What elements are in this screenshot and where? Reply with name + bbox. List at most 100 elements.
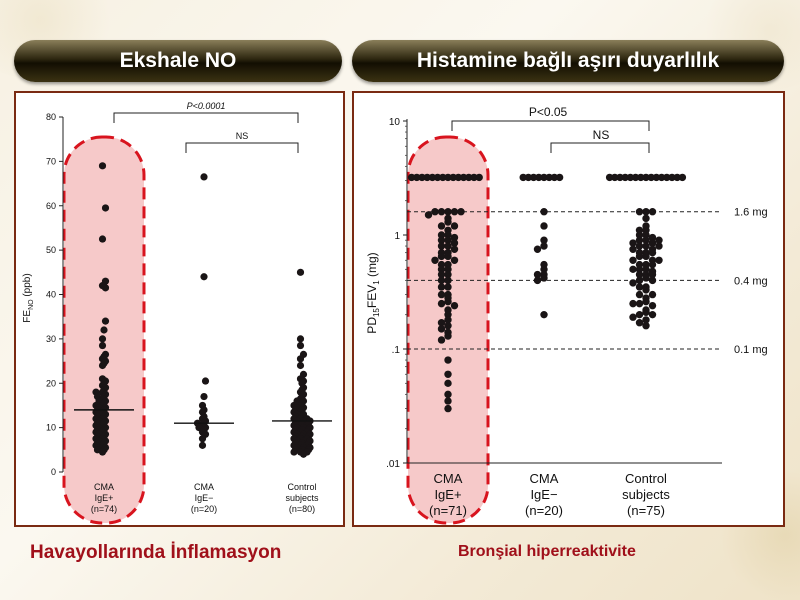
data-point: [437, 319, 446, 327]
data-point: [444, 322, 452, 330]
data-point: [444, 270, 452, 279]
data-point: [626, 173, 635, 182]
data-point: [642, 242, 650, 250]
data-point: [200, 273, 208, 281]
data-point: [437, 336, 446, 344]
data-point: [201, 377, 210, 385]
pd15-chart: 10 1 .1 .01 1.6 mg 0.4 mg 0.1 mg P<0.05 NS PD…: [365, 105, 768, 525]
data-point: [642, 173, 650, 182]
data-point: [98, 448, 107, 456]
group-label: CMA: [194, 482, 214, 492]
data-point: [657, 173, 666, 182]
data-point: [431, 208, 439, 216]
data-point: [635, 319, 644, 327]
data-point: [642, 265, 650, 274]
data-point: [540, 173, 548, 182]
data-point: [101, 317, 110, 325]
data-point: [198, 441, 207, 449]
data-point: [296, 268, 305, 276]
data-point: [101, 284, 110, 292]
data-point: [437, 325, 446, 333]
data-point: [635, 242, 644, 250]
group-label: (n=75): [627, 503, 665, 518]
data-point: [424, 211, 433, 219]
data-point: [621, 173, 629, 182]
data-point: [296, 361, 305, 370]
sig-label-main: P<0.05: [529, 105, 568, 119]
data-point: [413, 173, 421, 182]
data-point: [290, 448, 298, 456]
data-point: [101, 204, 110, 212]
data-point: [431, 256, 439, 264]
data-point: [98, 341, 107, 350]
data-point: [642, 252, 650, 261]
group-label: (n=20): [191, 504, 217, 514]
sig-bracket-ns: [185, 142, 299, 153]
reference-label: 0.1 mg: [734, 344, 768, 356]
data-point: [668, 173, 676, 182]
data-point: [450, 233, 459, 242]
data-point: [540, 310, 548, 319]
data-point: [678, 173, 687, 182]
y-tick-label: 1: [394, 231, 400, 242]
data-point: [450, 256, 459, 264]
data-point: [647, 173, 655, 182]
data-point: [296, 341, 305, 350]
data-point: [437, 222, 446, 230]
data-point: [533, 245, 542, 253]
data-point: [454, 173, 463, 182]
y-tick-label: .1: [392, 345, 401, 356]
data-point: [648, 260, 657, 269]
group-label: CMA: [530, 471, 559, 486]
data-point: [450, 239, 459, 247]
data-point: [533, 276, 542, 285]
data-point: [519, 173, 527, 182]
data-point: [437, 265, 446, 274]
data-point: [642, 274, 650, 282]
data-point: [655, 256, 663, 264]
data-point: [648, 233, 657, 242]
sig-label-main: P<0.0001: [187, 101, 226, 111]
data-point: [459, 173, 468, 182]
data-point: [444, 332, 452, 340]
data-point: [437, 208, 446, 216]
group-label: CMA: [434, 471, 463, 486]
data-point: [648, 310, 657, 319]
y-tick-label: 70: [46, 156, 56, 166]
data-point: [635, 290, 644, 299]
data-point: [437, 276, 446, 285]
y-tick-label: 10: [389, 117, 401, 128]
data-point: [423, 173, 431, 182]
data-point: [437, 231, 446, 239]
data-point: [642, 297, 650, 306]
data-point: [673, 173, 681, 182]
group-label: Control: [287, 482, 316, 492]
data-point: [648, 248, 657, 257]
left-chart-panel: 0 10 20 30 40 50 60 70 80 P<0.0001 NS FENO (ppb)…: [14, 91, 345, 527]
reference-label: 1.6 mg: [734, 207, 768, 219]
data-point: [437, 252, 446, 261]
group-label: (n=74): [91, 504, 117, 514]
data-point: [635, 283, 644, 291]
data-point: [629, 265, 637, 274]
data-point: [450, 301, 459, 310]
data-point: [444, 310, 452, 319]
data-point: [418, 173, 426, 182]
data-point: [648, 208, 657, 216]
data-point: [629, 313, 637, 321]
data-point: [200, 173, 208, 181]
data-point: [555, 173, 564, 182]
data-point: [444, 173, 452, 182]
data-point: [605, 173, 614, 182]
data-point: [648, 290, 657, 299]
data-point: [629, 239, 637, 247]
data-point: [296, 335, 305, 343]
data-point: [629, 245, 637, 253]
left-title-banner: Ekshale NO: [14, 40, 342, 82]
data-point: [648, 276, 657, 285]
right-title-banner: Histamine bağlı aşırı duyarlılık: [352, 40, 784, 82]
data-point: [616, 173, 624, 182]
data-point: [642, 316, 650, 324]
data-point: [540, 208, 548, 216]
data-point: [444, 242, 452, 250]
